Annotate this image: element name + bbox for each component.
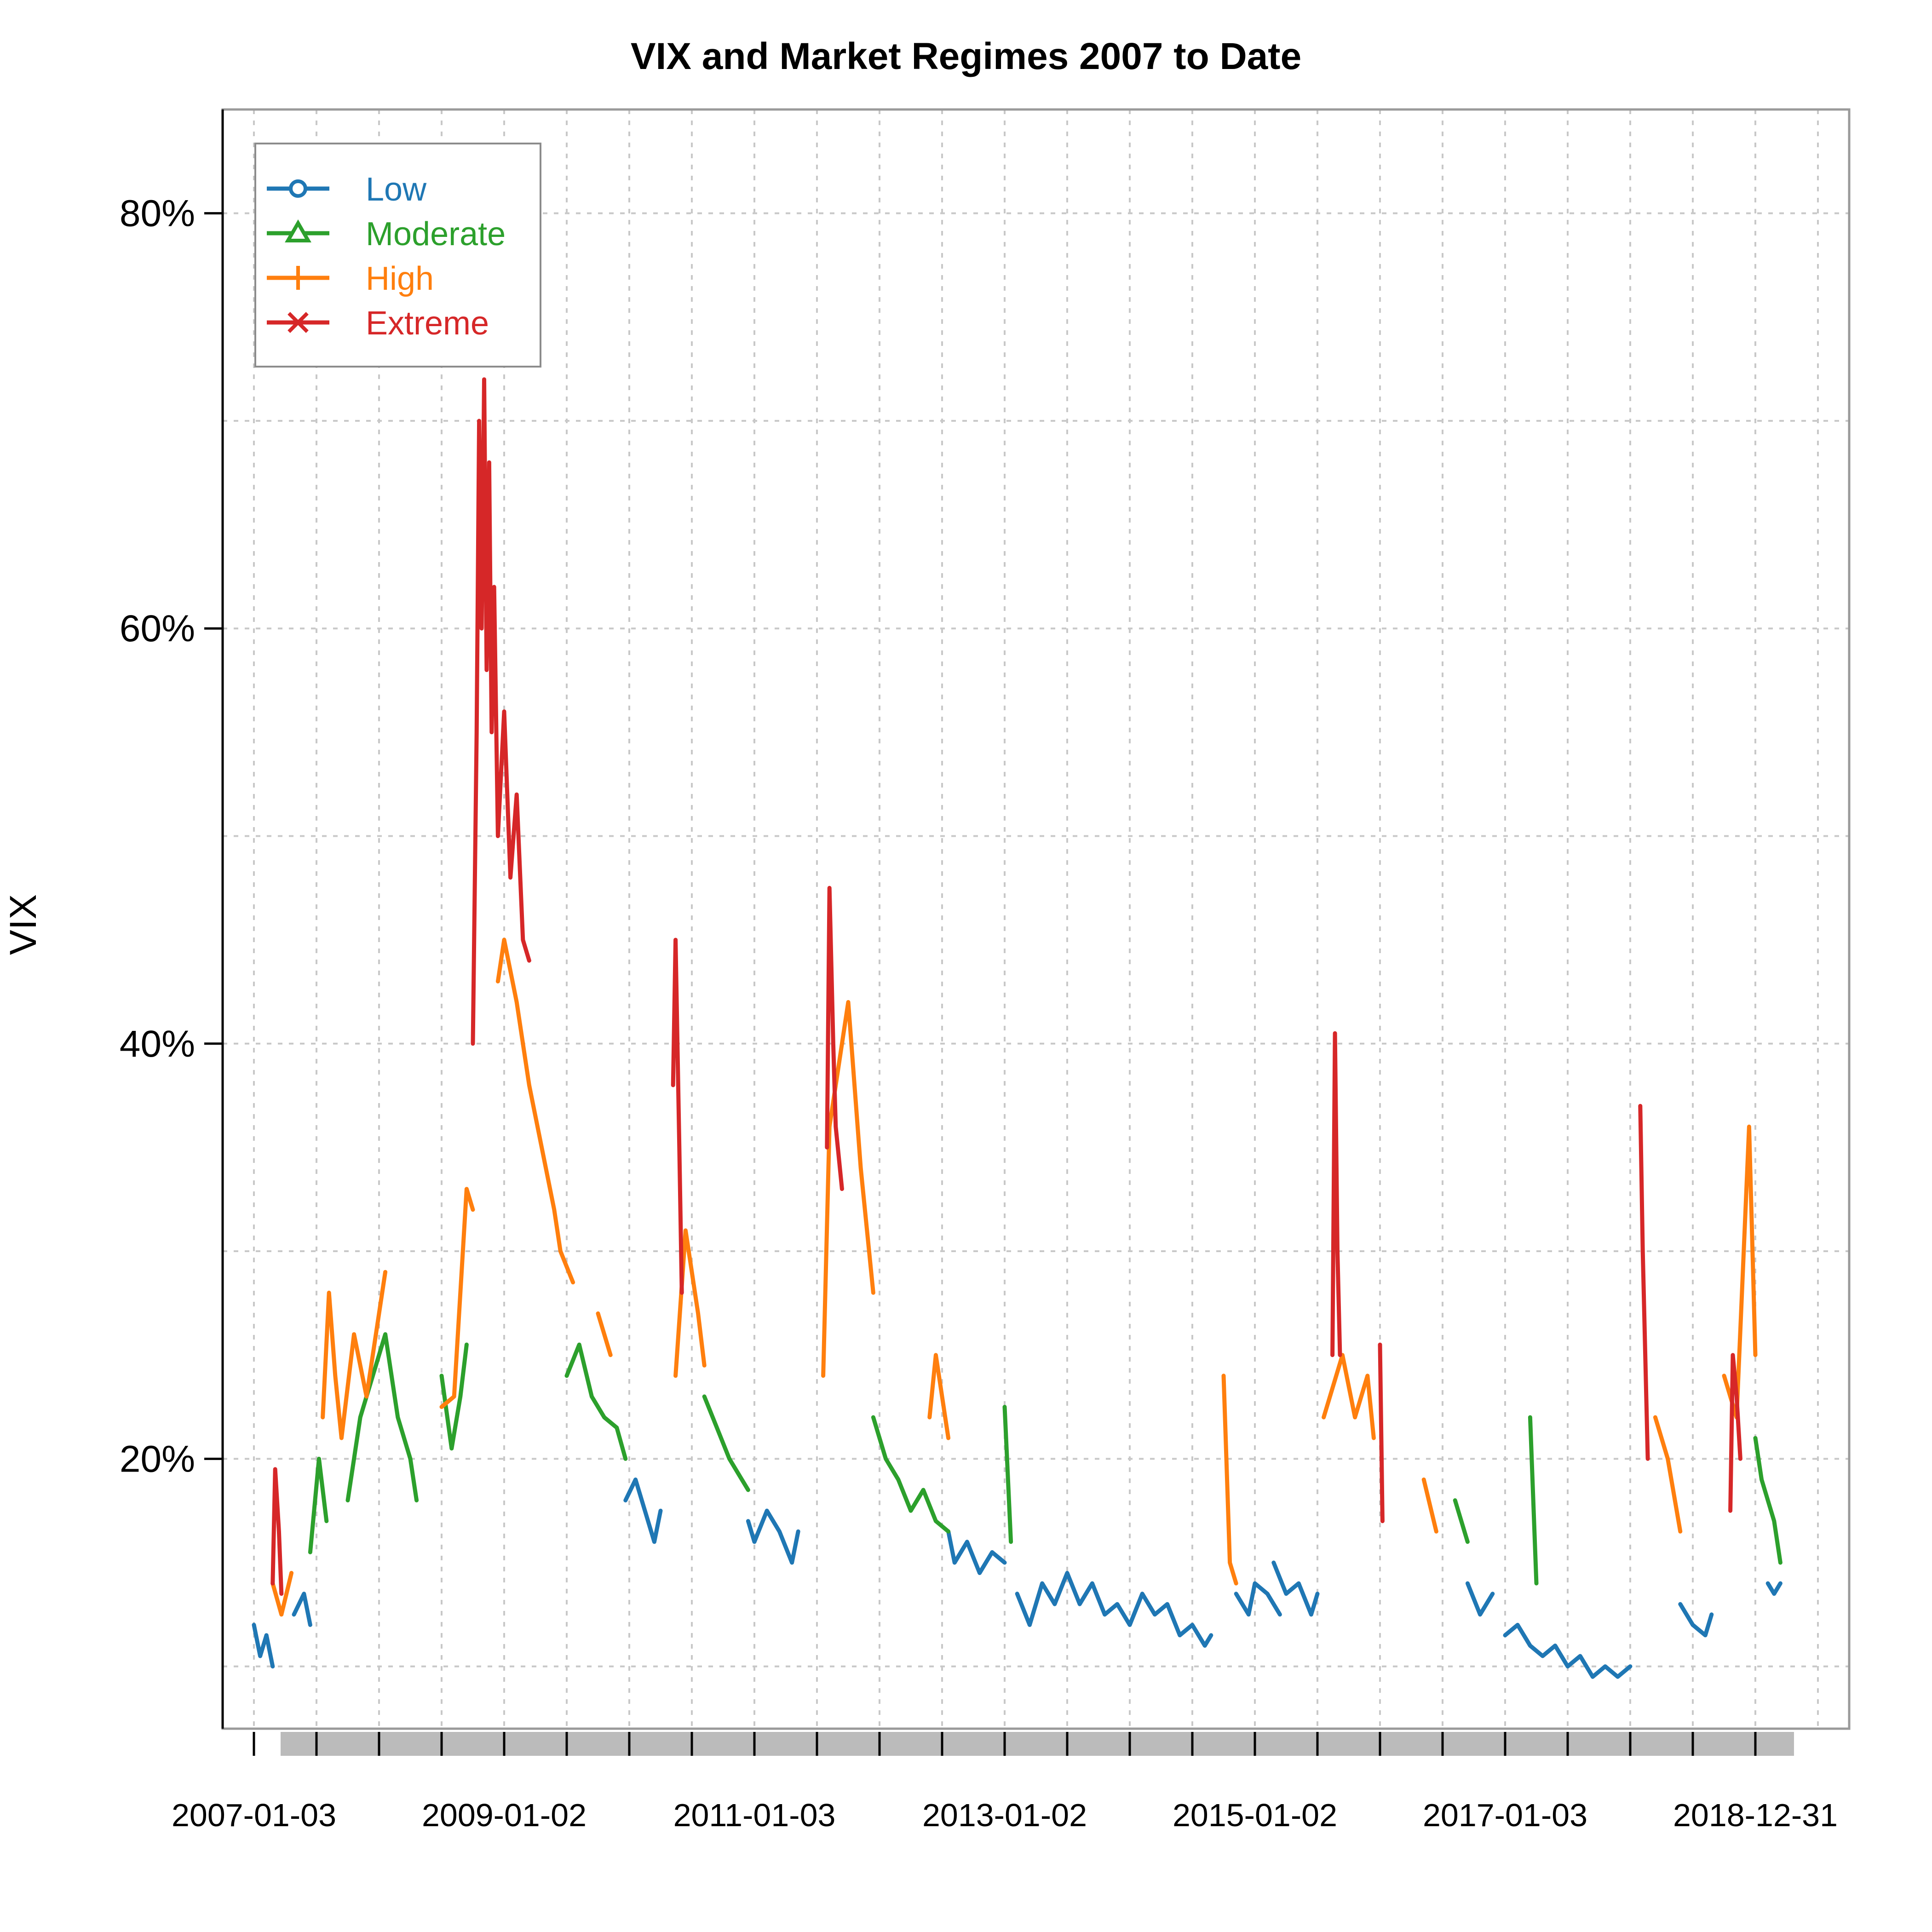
y-tick-label: 20% <box>120 1438 195 1480</box>
series-moderate-line <box>702 1394 750 1492</box>
series-extreme-line <box>671 937 684 1295</box>
series-extreme-line <box>1638 1104 1650 1461</box>
legend-entry-high: High <box>267 260 434 297</box>
series-extreme-line <box>1378 1342 1385 1524</box>
legend-entry-low: Low <box>267 171 427 208</box>
legend-entry-moderate: Moderate <box>267 216 506 253</box>
series-high-line <box>821 1000 875 1378</box>
series-high-line <box>673 1228 707 1378</box>
x-tick-label: 2015-01-02 <box>1173 1797 1337 1833</box>
legend-label: Moderate <box>366 216 506 253</box>
x-axis: 2007-01-03 2009-01-02 2011-01-03 2013-01-02… <box>172 1732 1838 1833</box>
legend: Low Moderate High Extreme <box>254 143 541 368</box>
series-high-line <box>495 937 575 1285</box>
legend-entry-extreme: Extreme <box>267 305 489 342</box>
series-low-line <box>292 1592 312 1627</box>
series-low-line <box>1678 1602 1714 1638</box>
legend-label: High <box>366 260 434 297</box>
series-low-line <box>1503 1622 1633 1679</box>
series-moderate-line <box>1453 1498 1470 1544</box>
cross-marker-icon <box>288 312 309 333</box>
series-low-line <box>746 1508 800 1565</box>
series-extreme-line <box>471 377 531 1046</box>
series-low-line <box>252 1622 275 1669</box>
chart-title: VIX and Market Regimes 2007 to Date <box>631 35 1301 77</box>
circle-marker-icon <box>289 179 307 198</box>
y-tick-label: 40% <box>120 1023 195 1065</box>
series-moderate-line <box>871 1415 951 1534</box>
series-moderate-line <box>1528 1415 1539 1586</box>
series-moderate-line <box>345 1332 419 1503</box>
series-moderate-line <box>439 1342 469 1451</box>
series-extreme-line <box>1728 1353 1742 1513</box>
legend-label: Extreme <box>366 305 489 342</box>
y-axis: 20% 40% 60% 80% <box>120 193 223 1480</box>
x-tick-label: 2013-01-02 <box>922 1797 1087 1833</box>
x-axis-bar <box>281 1732 1794 1756</box>
y-tick-label: 80% <box>120 193 195 235</box>
series-low-line <box>1465 1581 1495 1617</box>
series-high-line <box>1421 1478 1438 1534</box>
series-high-line <box>270 1571 294 1617</box>
y-axis-label: VIX <box>2 894 44 955</box>
y-tick-label: 60% <box>120 608 195 650</box>
series-moderate-line <box>1753 1436 1782 1565</box>
series-low-line <box>1271 1560 1320 1617</box>
series-low-line <box>946 1529 1007 1575</box>
series-low-line <box>1765 1581 1782 1596</box>
series-high-line <box>1322 1353 1376 1440</box>
x-tick-label: 2011-01-03 <box>673 1797 836 1833</box>
triangle-marker-icon <box>285 219 311 242</box>
grid-lines <box>223 109 1849 1729</box>
x-tick-label: 2017-01-03 <box>1423 1797 1587 1833</box>
series-extreme-line <box>825 886 844 1191</box>
series-moderate-line <box>1002 1405 1013 1544</box>
series-moderate-line <box>308 1456 329 1554</box>
series-high-line <box>439 1187 475 1409</box>
series-high-line <box>321 1270 388 1440</box>
x-tick-label: 2009-01-02 <box>422 1797 586 1833</box>
series-high-line <box>1221 1374 1238 1586</box>
series-extreme-line <box>270 1467 284 1596</box>
series-lines <box>252 377 1782 1679</box>
series-low-line <box>1234 1581 1282 1617</box>
x-tick-label: 2018-12-31 <box>1673 1797 1838 1833</box>
series-high-line <box>596 1311 613 1357</box>
series-moderate-line <box>564 1342 628 1461</box>
x-tick-label: 2007-01-03 <box>172 1797 336 1833</box>
series-high-line <box>927 1353 951 1440</box>
series-extreme-line <box>1330 1031 1342 1357</box>
series-low-line <box>623 1478 663 1544</box>
series-high-line <box>1653 1415 1683 1534</box>
series-low-line <box>1015 1571 1213 1648</box>
legend-label: Low <box>366 171 427 208</box>
